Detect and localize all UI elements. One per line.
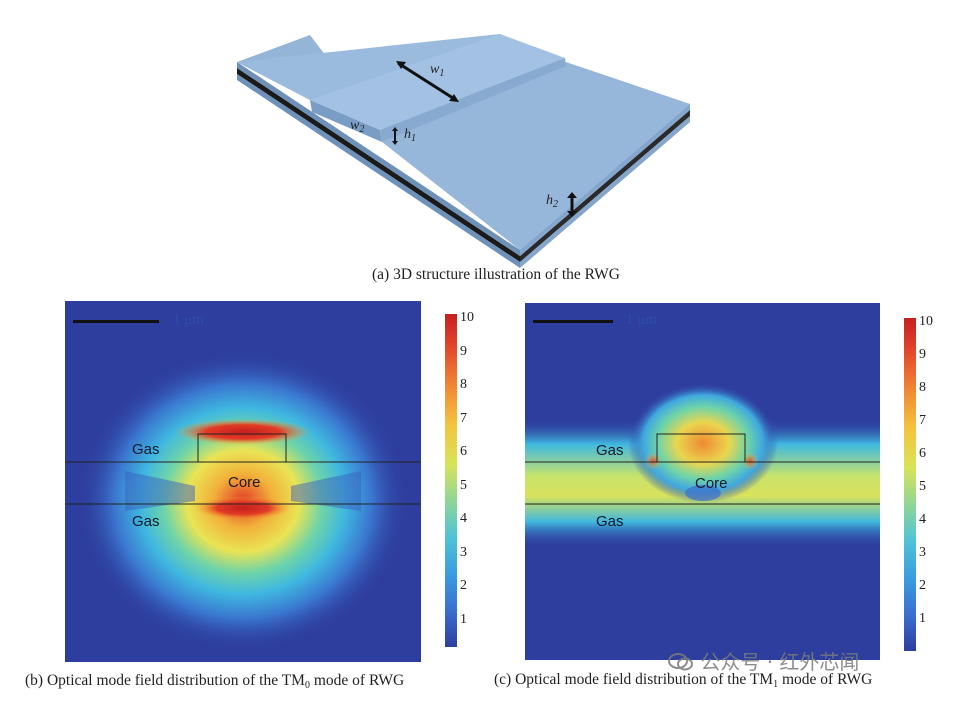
label-gas-bottom: Gas xyxy=(132,513,160,530)
colorbar-tick: 9 xyxy=(460,343,467,359)
label-core: Core xyxy=(228,474,261,491)
mode-field-tm0: 1 μm Gas Core Gas xyxy=(65,301,421,662)
label-h1: h1 xyxy=(404,127,416,144)
colorbar-tick: 10 xyxy=(460,310,474,325)
colorbar-tick: 8 xyxy=(460,377,467,392)
colorbar-tm1 xyxy=(904,318,916,651)
label-gas-bottom: Gas xyxy=(596,513,624,530)
colorbar-tick: 3 xyxy=(919,545,926,560)
label-gas-top: Gas xyxy=(132,441,160,458)
label-w1: w1 xyxy=(430,62,445,79)
scale-bar xyxy=(73,320,159,323)
colorbar-tick: 7 xyxy=(919,413,926,428)
scale-label: 1 μm xyxy=(626,312,657,328)
watermark: 公众号 · 红外芯闻 xyxy=(668,646,859,675)
label-w2: w2 xyxy=(350,118,365,135)
label-gas-top: Gas xyxy=(596,442,624,459)
colorbar-tick: 5 xyxy=(919,479,926,494)
colorbar-tick: 4 xyxy=(460,511,467,526)
colorbar-ticks-tm0: 10 9 8 7 6 5 4 3 2 1 xyxy=(460,310,500,650)
colorbar-tick: 6 xyxy=(460,444,467,459)
colorbar-tick: 1 xyxy=(919,611,926,626)
rwg-3d-structure xyxy=(237,34,690,268)
label-h2: h2 xyxy=(546,193,558,210)
colorbar-tm0 xyxy=(445,314,457,647)
colorbar-tick: 5 xyxy=(460,477,467,493)
colorbar-tick: 10 xyxy=(919,314,933,329)
colorbar-tick: 2 xyxy=(919,578,926,593)
caption-panel-c: (c) Optical mode field distribution of t… xyxy=(494,671,873,690)
mode-field-tm1: 1 μm Gas Core Gas xyxy=(525,303,880,660)
colorbar-tick: 7 xyxy=(460,410,467,426)
scale-label: 1 μm xyxy=(173,312,204,328)
label-core: Core xyxy=(695,475,728,492)
colorbar-tick: 8 xyxy=(919,380,926,395)
colorbar-tick: 3 xyxy=(460,544,467,560)
colorbar-ticks-tm1: 10 9 8 7 6 5 4 3 2 1 xyxy=(919,314,957,654)
caption-panel-b: (b) Optical mode field distribution of t… xyxy=(25,672,405,691)
colorbar-tick: 2 xyxy=(460,578,467,593)
scale-bar xyxy=(533,320,613,323)
colorbar-tick: 4 xyxy=(919,512,926,527)
colorbar-tick: 9 xyxy=(919,347,926,362)
colorbar-tick: 1 xyxy=(460,611,467,627)
wechat-icon xyxy=(668,652,694,672)
colorbar-tick: 6 xyxy=(919,446,926,461)
caption-panel-a: (a) 3D structure illustration of the RWG xyxy=(372,266,620,283)
